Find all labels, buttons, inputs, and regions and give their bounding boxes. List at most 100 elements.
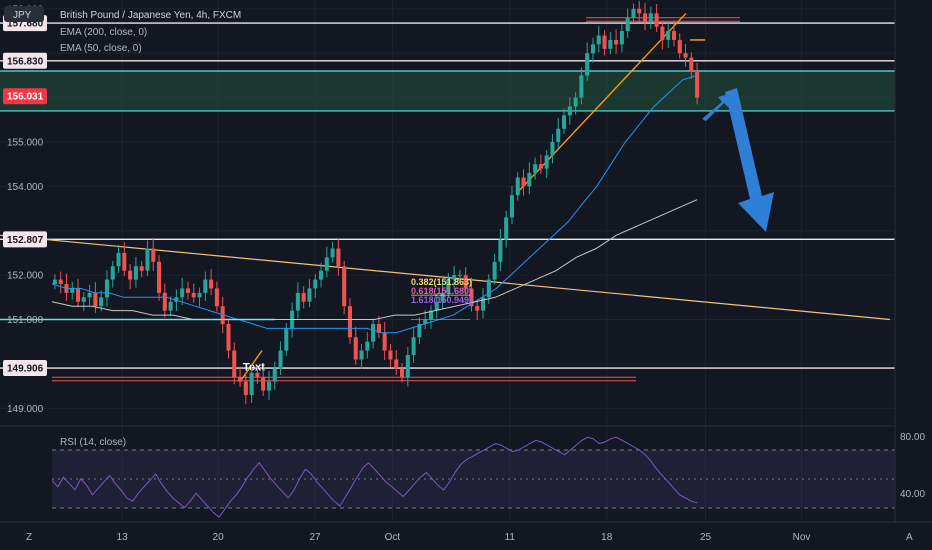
candle-body bbox=[544, 155, 549, 169]
candle-body bbox=[614, 39, 619, 45]
time-tick-label: 11 bbox=[505, 532, 516, 543]
candle-body bbox=[249, 372, 254, 395]
trendline-text-label: Text bbox=[243, 362, 265, 374]
candle-body bbox=[359, 350, 364, 360]
candle-body bbox=[87, 292, 92, 298]
candle-body bbox=[457, 275, 462, 277]
price-tick-label: 154.000 bbox=[7, 182, 44, 193]
candle-body bbox=[284, 328, 289, 351]
candle-body bbox=[214, 288, 219, 307]
projection-arrows bbox=[702, 88, 774, 232]
candle-body bbox=[197, 292, 202, 298]
price-tag-label: 156.830 bbox=[7, 56, 44, 67]
candle-body bbox=[481, 297, 486, 311]
time-tick-label: 27 bbox=[309, 532, 321, 543]
candle-body bbox=[185, 288, 190, 293]
price-tick-label: 149.000 bbox=[7, 404, 44, 415]
time-tick-label: 13 bbox=[117, 532, 129, 543]
ema200-legend: EMA (200, close, 0) bbox=[60, 27, 147, 38]
candle-body bbox=[307, 288, 312, 302]
candle-body bbox=[619, 31, 624, 45]
candle-body bbox=[585, 53, 590, 76]
time-tick-label: 25 bbox=[700, 532, 712, 543]
candle-body bbox=[486, 279, 491, 298]
up-arrow bbox=[702, 93, 732, 121]
price-tag bbox=[3, 88, 47, 105]
candle-body bbox=[110, 266, 115, 280]
candle-body bbox=[492, 261, 497, 280]
candle-body bbox=[394, 359, 399, 369]
timezone-z-icon[interactable]: Z bbox=[26, 532, 32, 543]
auto-scale-icon[interactable]: A bbox=[906, 532, 913, 543]
price-tag bbox=[3, 52, 47, 69]
rsi-label: RSI (14, close) bbox=[60, 437, 126, 448]
candle-body bbox=[116, 252, 121, 267]
currency-badge[interactable] bbox=[4, 6, 44, 22]
candle-body bbox=[417, 323, 422, 338]
small-trendline bbox=[239, 350, 263, 383]
horizontal-levels bbox=[0, 17, 895, 382]
ema200-line bbox=[51, 199, 698, 320]
candle-body bbox=[104, 279, 109, 298]
candle-body bbox=[174, 297, 179, 302]
candle-body bbox=[423, 319, 428, 324]
candle-body bbox=[654, 13, 659, 27]
candle-body bbox=[411, 337, 416, 355]
fib-label: 0.618(151.680) bbox=[411, 286, 472, 296]
candle-body bbox=[602, 35, 607, 49]
fib-label: 0.382(151.863) bbox=[411, 277, 472, 287]
candle-body bbox=[342, 266, 347, 307]
candle-body bbox=[168, 301, 173, 311]
chart-title: British Pound / Japanese Yen, 4h, FXCM bbox=[60, 10, 241, 21]
candle-body bbox=[93, 292, 98, 307]
candle-body bbox=[608, 39, 613, 49]
candle-body bbox=[157, 261, 162, 293]
candle-body bbox=[527, 173, 532, 187]
candle-body bbox=[405, 355, 410, 378]
candle-body bbox=[336, 248, 341, 267]
candle-body bbox=[440, 292, 445, 302]
candle-body bbox=[504, 217, 509, 240]
candle-body bbox=[631, 8, 636, 18]
price-tick-label: 151.000 bbox=[7, 315, 44, 326]
candle-body bbox=[562, 115, 567, 129]
candle-body bbox=[660, 26, 665, 40]
price-tick-label: 152.000 bbox=[7, 271, 44, 282]
candle-body bbox=[643, 13, 648, 23]
candle-body bbox=[515, 177, 520, 196]
candle-body bbox=[203, 279, 208, 293]
candle-body bbox=[330, 248, 335, 258]
time-axis: 13 20 27 Oct 11 18 25 Nov bbox=[117, 532, 811, 543]
price-tag-label: 152.807 bbox=[7, 235, 44, 246]
candle-body bbox=[122, 252, 127, 271]
price-tag bbox=[3, 360, 47, 377]
candle-body bbox=[550, 142, 555, 156]
candle-body bbox=[683, 53, 688, 58]
candle-body bbox=[301, 292, 306, 302]
down-arrow bbox=[725, 88, 774, 232]
candle-body bbox=[689, 57, 694, 71]
candle-body bbox=[538, 164, 543, 169]
fib-label: 1.618(150.949) bbox=[411, 295, 472, 305]
candle-body bbox=[400, 368, 405, 378]
candle-body bbox=[567, 106, 572, 116]
candle-body bbox=[579, 75, 584, 98]
candle-body bbox=[139, 266, 144, 271]
candle-body bbox=[58, 279, 63, 284]
candle-body bbox=[232, 350, 237, 378]
currency-badge-label: JPY bbox=[13, 10, 32, 21]
rsi-lower-label: 40.00 bbox=[900, 489, 925, 500]
candle-body bbox=[313, 279, 318, 289]
candle-body bbox=[452, 275, 457, 280]
time-tick-label: 18 bbox=[601, 532, 613, 543]
candle-body bbox=[324, 257, 329, 271]
candle-body bbox=[243, 381, 248, 395]
time-tick-label: Nov bbox=[793, 532, 811, 543]
candle-body bbox=[209, 279, 214, 289]
candle-body bbox=[648, 13, 653, 23]
candle-body bbox=[463, 275, 468, 289]
candle-body bbox=[255, 372, 260, 378]
candle-body bbox=[695, 71, 700, 98]
candle-body bbox=[226, 323, 231, 351]
candle-body bbox=[498, 239, 503, 262]
